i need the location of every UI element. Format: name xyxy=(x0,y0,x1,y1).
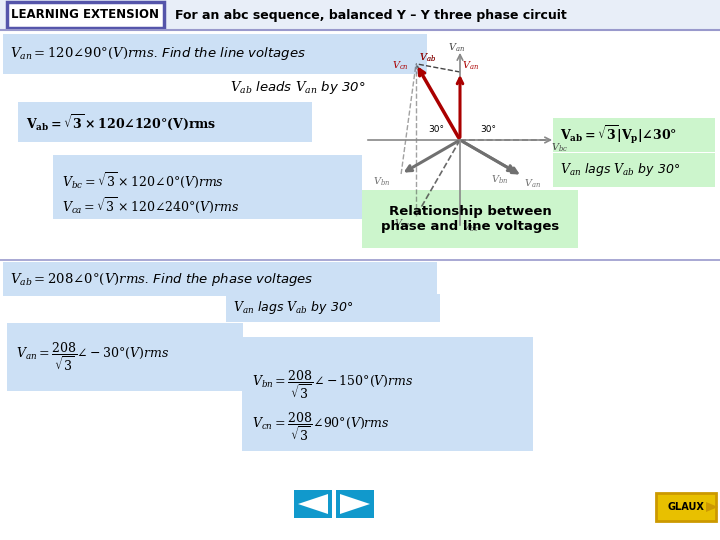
FancyBboxPatch shape xyxy=(0,0,720,30)
Text: $V_{ca} = \sqrt{3} \times 120\angle 240°(V)rms$: $V_{ca} = \sqrt{3} \times 120\angle 240°… xyxy=(62,195,240,215)
Text: $V_{ab}$ leads $V_{an}$ by 30°: $V_{ab}$ leads $V_{an}$ by 30° xyxy=(230,79,365,97)
Text: $V_{cn}$: $V_{cn}$ xyxy=(392,59,409,71)
Text: $V_{cn} = \dfrac{208}{\sqrt{3}}\angle 90°(V)rms$: $V_{cn} = \dfrac{208}{\sqrt{3}}\angle 90… xyxy=(252,410,390,443)
FancyBboxPatch shape xyxy=(553,118,715,152)
Text: $\mathbf{V_{ab} = \sqrt{3}|V_p|\angle 30°}$: $\mathbf{V_{ab} = \sqrt{3}|V_p|\angle 30… xyxy=(560,124,677,146)
Text: $V_{bc} = \sqrt{3} \times 120\angle 0°(V)rms$: $V_{bc} = \sqrt{3} \times 120\angle 0°(V… xyxy=(62,170,224,190)
Text: $V_{an}$ lags $V_{ab}$ by 30°: $V_{an}$ lags $V_{ab}$ by 30° xyxy=(233,300,354,316)
FancyBboxPatch shape xyxy=(7,323,243,391)
FancyBboxPatch shape xyxy=(3,34,427,74)
FancyBboxPatch shape xyxy=(656,493,716,521)
Text: $V_{an}$: $V_{an}$ xyxy=(448,41,465,53)
Text: $V_{ab}$: $V_{ab}$ xyxy=(419,52,436,64)
Text: $V_{an}$: $V_{an}$ xyxy=(462,59,479,71)
FancyBboxPatch shape xyxy=(242,337,533,451)
Text: $V_{bc}$: $V_{bc}$ xyxy=(551,141,568,153)
Polygon shape xyxy=(340,494,370,514)
Text: $V_{ca}$: $V_{ca}$ xyxy=(394,217,410,230)
Polygon shape xyxy=(706,502,718,512)
FancyBboxPatch shape xyxy=(226,294,440,322)
Text: Relationship between
phase and line voltages: Relationship between phase and line volt… xyxy=(381,205,559,233)
Text: $V_{an}$: $V_{an}$ xyxy=(524,177,541,190)
Text: For an abc sequence, balanced Y – Y three phase circuit: For an abc sequence, balanced Y – Y thre… xyxy=(175,9,567,22)
Text: $V_{an} = 120\angle 90°(V)rms$. Find the line voltages: $V_{an} = 120\angle 90°(V)rms$. Find the… xyxy=(10,45,306,63)
FancyBboxPatch shape xyxy=(553,153,715,187)
FancyBboxPatch shape xyxy=(294,490,332,518)
FancyBboxPatch shape xyxy=(3,262,437,296)
Text: $V_{an}$ lags $V_{ab}$ by 30°: $V_{an}$ lags $V_{ab}$ by 30° xyxy=(560,161,680,179)
Text: $V_{bn} = \dfrac{208}{\sqrt{3}}\angle -150°(V)rms$: $V_{bn} = \dfrac{208}{\sqrt{3}}\angle -1… xyxy=(252,369,414,401)
Text: $V_{ab} = 208\angle 0°(V)rms$. Find the phase voltages: $V_{ab} = 208\angle 0°(V)rms$. Find the … xyxy=(10,271,314,287)
Text: $V_{an} = \dfrac{208}{\sqrt{3}}\angle -30°(V)rms$: $V_{an} = \dfrac{208}{\sqrt{3}}\angle -3… xyxy=(16,341,169,373)
Text: $V_{bn}$: $V_{bn}$ xyxy=(373,175,390,187)
Text: $V_{bc}$: $V_{bc}$ xyxy=(462,221,479,233)
Text: 30°: 30° xyxy=(428,125,444,134)
Text: $V_{bn}$: $V_{bn}$ xyxy=(491,173,508,186)
Polygon shape xyxy=(298,494,328,514)
Text: 30°: 30° xyxy=(480,125,496,134)
FancyBboxPatch shape xyxy=(7,2,164,28)
Text: LEARNING EXTENSION: LEARNING EXTENSION xyxy=(11,9,159,22)
Text: $V_{ab}$: $V_{ab}$ xyxy=(419,52,436,64)
Text: $\mathbf{V_{ab} = \sqrt{3} \times 120\angle 120°(V)rms}$: $\mathbf{V_{ab} = \sqrt{3} \times 120\an… xyxy=(26,112,217,132)
FancyBboxPatch shape xyxy=(18,102,312,142)
FancyBboxPatch shape xyxy=(362,190,578,248)
FancyBboxPatch shape xyxy=(336,490,374,518)
FancyBboxPatch shape xyxy=(53,155,362,219)
Text: GLAUX: GLAUX xyxy=(667,502,704,512)
